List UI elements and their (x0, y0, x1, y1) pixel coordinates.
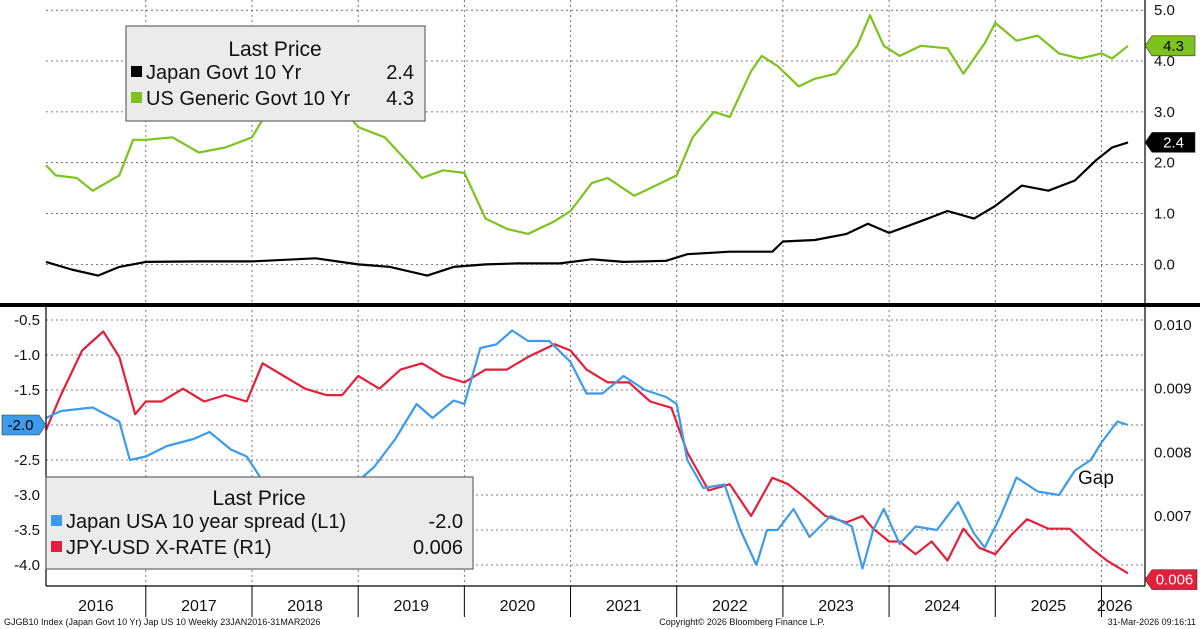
top-legend-box (125, 25, 426, 122)
footer-source: GJGB10 Index (Japan Govt 10 Yr) Jap US 1… (4, 617, 320, 627)
bottom-legend: Last Price Japan USA 10 year spread (L1)… (45, 476, 474, 570)
top-ytick-label: 3.0 (1154, 104, 1175, 121)
top-legend: Last Price Japan Govt 10 Yr 2.4 US Gener… (125, 25, 426, 122)
top-ytick-label: 4.0 (1154, 53, 1175, 70)
x-year-label: 2025 (1031, 598, 1067, 615)
x-year-label: 2018 (287, 598, 323, 615)
x-year-label: 2024 (924, 598, 960, 615)
bottom-right-ytick-label: 0.009 (1154, 381, 1192, 398)
fx-last-value-tag-shape (1144, 569, 1198, 590)
gap-annotation: Gap (1078, 468, 1114, 489)
top-legend-swatch-us (131, 92, 142, 103)
top-legend-value-japan: 2.4 (386, 62, 414, 84)
last-value-tags: 4.3 2.4 -2.0 0.006 (1, 35, 1198, 590)
us-10yr-yield-line (45, 14, 1129, 235)
top-ytick-label: 1.0 (1154, 206, 1175, 223)
top-legend-value-us: 4.3 (386, 88, 414, 110)
bottom-legend-box (45, 476, 474, 570)
bottom-left-ytick-label: -4.0 (14, 557, 40, 574)
top-right-axis: 5.0 4.0 3.0 2.0 1.0 0.0 (1154, 2, 1175, 273)
footer-copyright: Copyright© 2026 Bloomberg Finance L.P. (659, 617, 825, 627)
us-last-value-tag-shape (1144, 35, 1196, 57)
top-legend-swatch-japan (131, 66, 142, 77)
japan-10yr-yield-line (45, 141, 1129, 277)
bottom-left-ytick-label: -1.0 (14, 347, 40, 364)
year-separators (145, 0, 1102, 617)
bottom-left-ytick-label: -1.5 (14, 382, 40, 399)
x-year-label: 2019 (393, 598, 429, 615)
bottom-legend-value-fx: 0.006 (413, 537, 463, 559)
bottom-legend-label-spread: Japan USA 10 year spread (L1) (66, 511, 346, 533)
x-year-label: 2026 (1097, 598, 1133, 615)
spread-last-value-tag: -2.0 (8, 417, 34, 434)
footer-timestamp: 31-Mar-2026 09:16:11 (1108, 617, 1196, 627)
jpy-usd-rate-line (44, 330, 1129, 575)
bottom-legend-swatch-spread (51, 515, 62, 526)
bottom-right-ytick-label: 0.008 (1154, 444, 1192, 461)
x-axis-year-labels: 2016 2017 2018 2019 2020 2021 2022 2023 2024 2025… (78, 598, 1133, 615)
japan-last-value-tag: 2.4 (1163, 134, 1184, 151)
top-panel-grid (46, 9, 1145, 265)
bottom-left-ytick-label: -0.5 (14, 312, 40, 329)
x-year-label: 2020 (500, 598, 536, 615)
bottom-left-ytick-label: -3.5 (14, 522, 40, 539)
bottom-right-ytick-label: 0.007 (1154, 508, 1192, 525)
bottom-legend-swatch-fx (51, 541, 62, 552)
fx-last-value-tag: 0.006 (1156, 572, 1194, 589)
bottom-right-ytick-label: 0.010 (1154, 317, 1192, 334)
japan-usa-spread-line (45, 329, 1129, 570)
bottom-legend-title: Last Price (212, 487, 305, 510)
x-year-label: 2023 (818, 598, 854, 615)
x-year-label: 2021 (606, 598, 642, 615)
bottom-left-ytick-label: -3.0 (14, 487, 40, 504)
top-legend-label-us: US Generic Govt 10 Yr (146, 88, 351, 110)
x-year-label: 2022 (712, 598, 748, 615)
top-ytick-label: 0.0 (1154, 256, 1175, 273)
top-legend-label-japan: Japan Govt 10 Yr (146, 62, 302, 84)
bottom-left-ytick-label: -2.5 (14, 452, 40, 469)
x-year-label: 2017 (181, 598, 217, 615)
top-ytick-label: 2.0 (1154, 155, 1175, 172)
top-panel-series (45, 14, 1129, 277)
japan-last-value-tag-shape (1144, 132, 1196, 153)
bottom-panel-series (44, 329, 1129, 575)
bottom-legend-value-spread: -2.0 (429, 511, 463, 533)
us-last-value-tag: 4.3 (1163, 38, 1184, 55)
top-ytick-label: 5.0 (1154, 2, 1175, 19)
bottom-legend-label-fx: JPY-USD X-RATE (R1) (66, 537, 272, 559)
top-legend-title: Last Price (228, 38, 321, 61)
spread-last-value-tag-shape (1, 414, 47, 436)
x-year-label: 2016 (78, 598, 114, 615)
